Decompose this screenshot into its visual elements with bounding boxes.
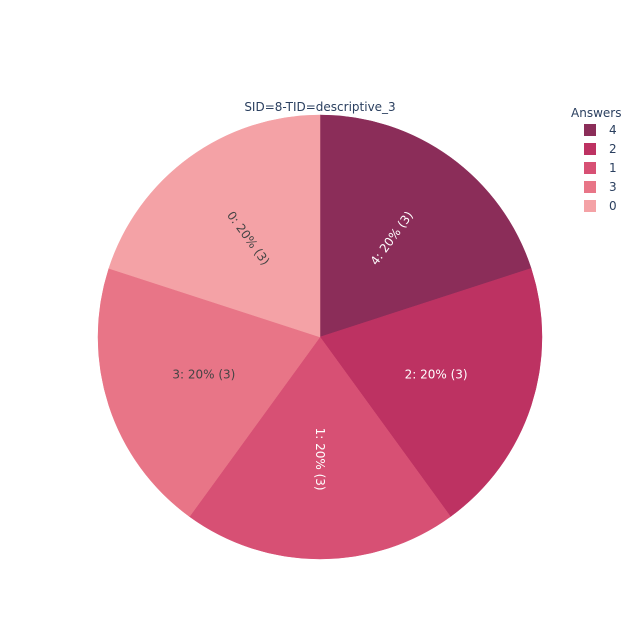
slices-layer <box>97 114 543 560</box>
pie-slice-4 <box>319 114 532 338</box>
legend-item-1[interactable]: 1 <box>584 161 617 175</box>
pie-slice-2 <box>319 268 543 517</box>
legend-swatch-0 <box>584 200 596 212</box>
pie-slice-1 <box>189 336 451 560</box>
legend-item-0[interactable]: 0 <box>584 199 617 213</box>
legend-items: 4 2 1 3 0 <box>584 123 617 213</box>
slice-label-2: 2: 20% (3) <box>405 368 468 382</box>
pie-slice-0 <box>108 114 321 338</box>
legend-label-4: 4 <box>609 123 617 137</box>
legend-item-4[interactable]: 4 <box>584 123 617 137</box>
legend-swatch-2 <box>584 143 596 155</box>
legend-swatch-4 <box>584 124 596 136</box>
legend-item-3[interactable]: 3 <box>584 180 617 194</box>
legend-title: Answers <box>571 106 621 120</box>
slice-label-3: 3: 20% (3) <box>172 368 235 382</box>
legend-swatch-1 <box>584 162 596 174</box>
slice-label-1: 1: 20% (3) <box>313 428 327 491</box>
legend-label-0: 0 <box>609 199 617 213</box>
legend-label-2: 2 <box>609 142 617 156</box>
legend-swatch-3 <box>584 181 596 193</box>
pie-slice-3 <box>97 268 321 517</box>
legend-label-1: 1 <box>609 161 617 175</box>
legend-item-2[interactable]: 2 <box>584 142 617 156</box>
legend: Answers 4 2 1 3 0 <box>571 106 621 213</box>
legend-label-3: 3 <box>609 180 617 194</box>
chart-title: SID=8-TID=descriptive_3 <box>244 100 395 114</box>
